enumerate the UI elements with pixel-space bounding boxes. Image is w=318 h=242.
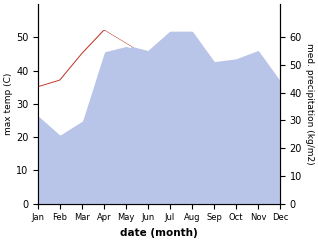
Y-axis label: med. precipitation (kg/m2): med. precipitation (kg/m2) <box>305 43 314 165</box>
X-axis label: date (month): date (month) <box>120 228 198 238</box>
Y-axis label: max temp (C): max temp (C) <box>4 73 13 135</box>
